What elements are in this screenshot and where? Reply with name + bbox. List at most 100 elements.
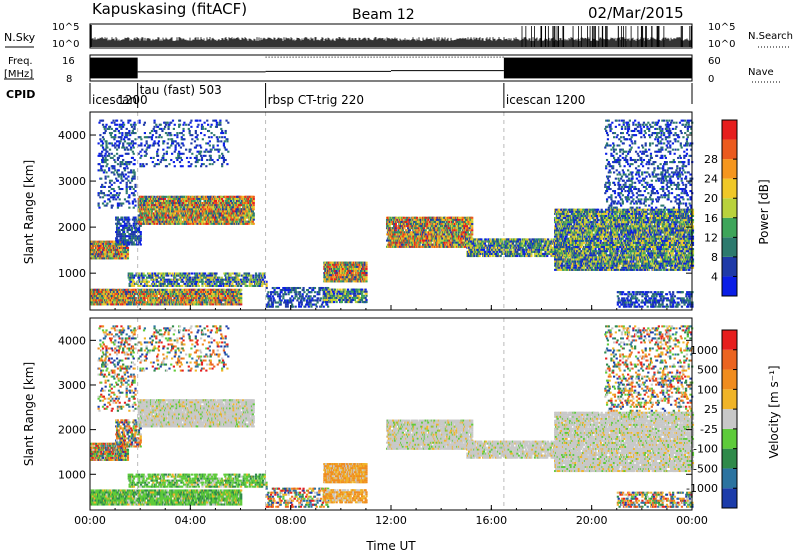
power-cell [182,124,184,126]
power-cell [236,272,238,274]
power-cell [101,301,103,303]
power-cell [221,198,223,200]
power-cell [217,159,219,161]
power-cell [113,155,115,157]
power-cell [105,178,107,180]
power-cell [218,155,220,157]
nave-tick-top: 60 [708,56,721,67]
power-cell [120,120,122,122]
power-cell [196,126,198,128]
power-cell [176,132,178,134]
power-cell [113,167,115,169]
power-cell [202,221,204,223]
power-cell [171,153,173,155]
power-cell [140,155,142,157]
power-cell [213,281,215,283]
power-cell [217,279,219,281]
power-cell [126,184,128,186]
power-cell [129,182,131,184]
power-cell [128,219,130,221]
power-cell [221,165,223,167]
power-cell [225,120,227,122]
power-cell [101,169,103,171]
power-cell [178,155,180,157]
power-cell [211,132,213,134]
power-cell [140,225,142,227]
power-cell [154,272,156,274]
power-cell [122,173,124,175]
power-cell [246,281,248,283]
power-cell [139,285,141,287]
power-cell [102,142,104,144]
power-cell [171,281,173,283]
freq-tick-top: 16 [62,56,75,67]
power-cell [253,196,255,198]
power-cell [252,210,254,212]
power-cell [163,128,165,130]
power-cell [154,142,156,144]
power-cell [182,144,184,146]
power-cell [130,142,132,144]
power-cell [168,128,170,130]
nsearch-tick-bottom: 10^0 [708,39,735,50]
power-cell [124,167,126,169]
freq-tick-bottom: 8 [66,74,72,85]
power-cell [200,165,202,167]
power-cell [110,192,112,194]
power-cell [195,147,197,149]
power-cell [124,237,126,239]
power-cell [236,277,238,279]
power-cell [148,281,150,283]
power-cell [191,134,193,136]
power-cell [124,169,126,171]
power-cell [215,275,217,277]
power-cell [113,196,115,198]
power-cell [134,225,136,227]
power-cell [105,153,107,155]
power-cell [170,297,172,299]
power-cell [272,306,274,308]
power-cell [131,239,133,241]
power-cell [230,200,232,202]
power-cell [126,167,128,169]
power-cell [199,200,201,202]
power-cell [114,130,116,132]
power-cell [202,138,204,140]
power-cell [121,217,123,219]
power-cell [148,204,150,206]
power-cell [210,281,212,283]
power-cell [131,126,133,128]
power-cell [127,299,129,301]
power-cell [126,186,128,188]
power-cell [131,229,133,231]
power-cell [195,285,197,287]
power-cell [183,138,185,140]
power-cell [118,147,120,149]
power-cell [105,205,107,207]
power-cell [221,163,223,165]
power-cell [160,161,162,163]
power-cell [101,155,103,157]
power-cell [123,138,125,140]
power-cell [134,132,136,134]
power-cell [120,178,122,180]
power-cell [160,200,162,202]
power-cell [118,229,120,231]
power-cell [188,128,190,130]
power-cell [253,200,255,202]
power-cell [165,132,167,134]
power-cell [185,124,187,126]
power-cell [158,136,160,138]
power-cell [109,200,111,202]
power-cell [236,221,238,223]
power-cell [280,295,282,297]
power-cell [151,136,153,138]
power-cell [204,128,206,130]
power-cell [153,126,155,128]
power-cell [252,277,254,279]
power-cell [119,142,121,144]
power-cell [105,157,107,159]
power-cell [186,157,188,159]
power-cell [126,190,128,192]
power-cell [253,198,255,200]
